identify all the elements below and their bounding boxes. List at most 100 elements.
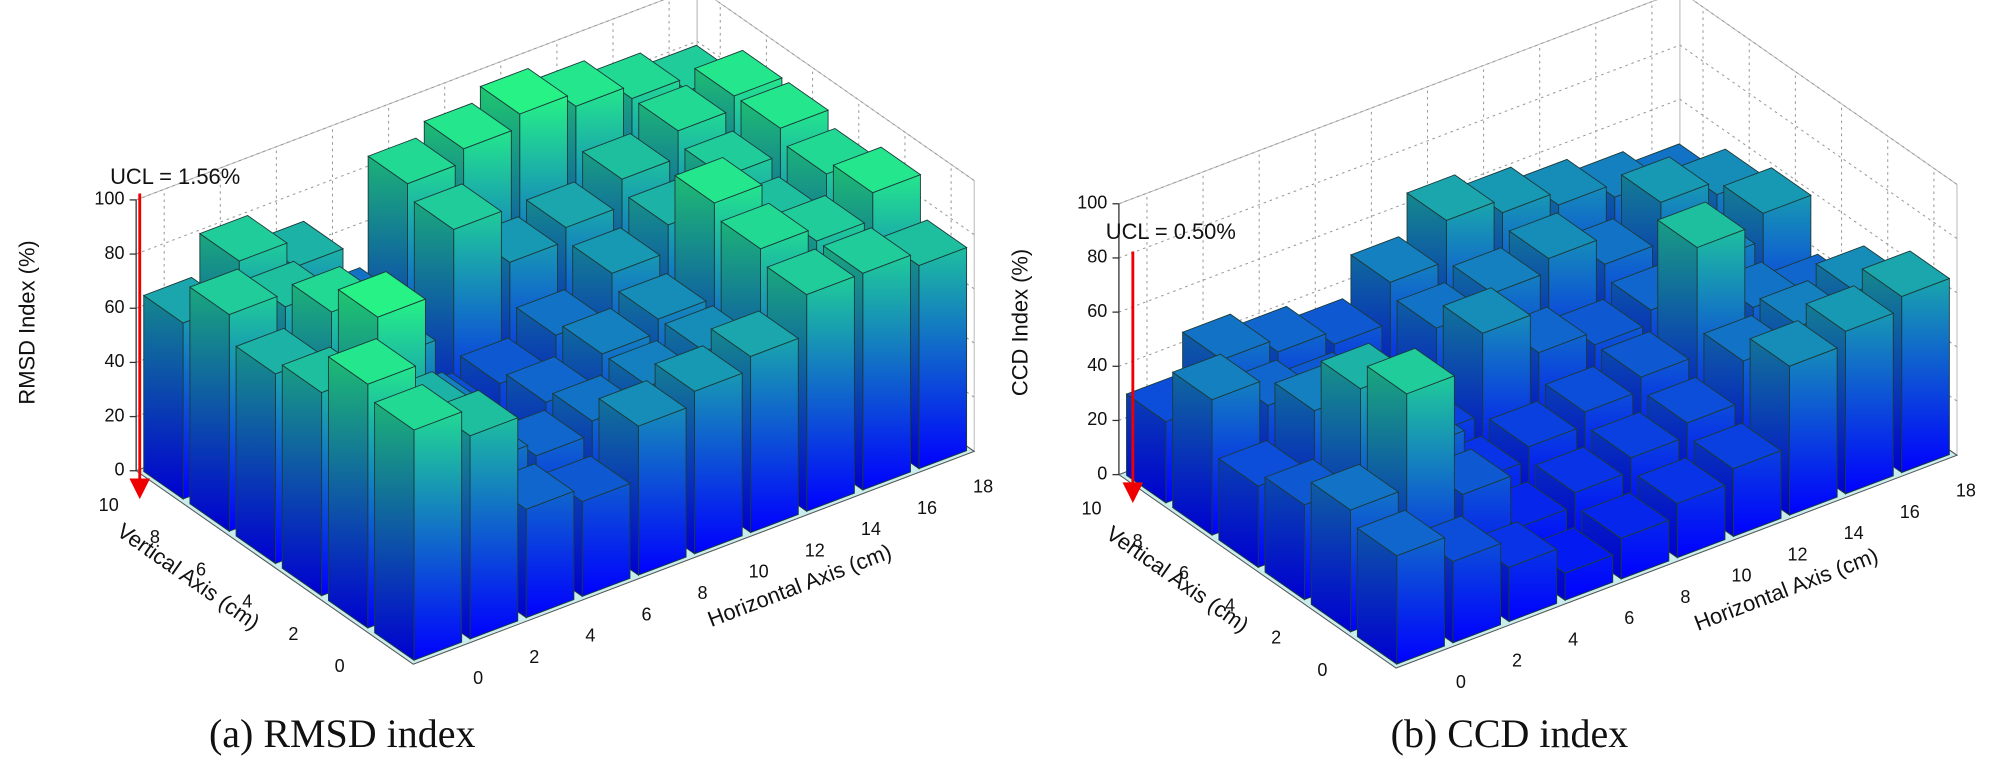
bar-top — [1656, 201, 1746, 249]
z-tick-label: 60 — [104, 297, 124, 317]
x-tick-label: 2 — [1512, 651, 1522, 671]
bar — [1356, 509, 1446, 665]
x-tick-label: 2 — [529, 647, 539, 667]
caption: (a) RMSD index — [209, 711, 475, 756]
annotation: UCL = 1.56% — [110, 164, 240, 189]
x-tick-label: 4 — [585, 626, 595, 646]
bar-top — [1181, 313, 1271, 361]
bar-top — [822, 227, 912, 274]
bar-top — [327, 338, 417, 385]
x-tick-label: 14 — [861, 519, 881, 539]
bar-face — [1845, 312, 1894, 495]
bar-top — [1442, 287, 1532, 334]
bar — [1580, 492, 1670, 580]
y-tick-label: 8 — [150, 527, 160, 547]
y-tick-label: 4 — [242, 592, 252, 612]
bar-top — [617, 273, 707, 320]
annotation: UCL = 0.50% — [1106, 219, 1236, 244]
bar-top — [710, 310, 800, 357]
bar-top — [423, 102, 513, 150]
grid-line — [135, 0, 975, 201]
grid-line — [1118, 44, 1958, 259]
bar-face — [1901, 277, 1950, 474]
bar-face — [918, 246, 968, 470]
bar-top — [571, 227, 661, 274]
x-tick-label: 12 — [1788, 544, 1808, 564]
bar-face — [469, 417, 519, 640]
x-tick-label: 4 — [1568, 629, 1578, 649]
bar-face — [143, 294, 184, 500]
bar-top — [337, 271, 427, 318]
z-tick-label: 80 — [104, 243, 124, 263]
chart: 0 20 40 60 80 100 0 2 4 6 8 10 12 14 16 18 0 2 4 6 8 10 RMSD I… — [15, 0, 993, 756]
z-tick-label: 100 — [1077, 193, 1107, 213]
bar-top — [1544, 365, 1634, 413]
x-tick-label: 8 — [1680, 587, 1690, 607]
z-tick-label: 0 — [1097, 463, 1107, 483]
y-tick-label: 6 — [196, 559, 206, 579]
bar-face — [806, 275, 855, 512]
z-tick-label: 20 — [1087, 409, 1107, 429]
z-tick-label: 40 — [104, 351, 124, 371]
bar-face — [189, 286, 230, 533]
z-axis-label: RMSD Index (%) — [15, 240, 40, 404]
z-tick-label: 40 — [1087, 355, 1107, 375]
bar-top — [1171, 353, 1261, 401]
ucl-arrowhead — [1122, 482, 1144, 503]
bar-top — [1534, 446, 1624, 494]
bar-face — [525, 490, 575, 619]
bar-top — [693, 49, 783, 97]
bar-top — [367, 137, 457, 185]
bar-top — [1805, 285, 1895, 332]
bar-top — [740, 82, 830, 129]
bar-top — [1356, 509, 1446, 557]
grid-line — [1118, 98, 1958, 313]
z-tick-label: 80 — [1087, 247, 1107, 267]
x-axis-label: Horizontal Axis (cm) — [704, 539, 895, 632]
bar-top — [581, 133, 671, 180]
y-tick-label: 4 — [1225, 595, 1235, 615]
bar-top — [1349, 236, 1439, 283]
bar-top — [683, 130, 773, 178]
bar-face — [413, 411, 463, 661]
grid-line — [1118, 0, 1958, 205]
y-tick-label: 10 — [1081, 499, 1101, 519]
bar-top — [1580, 492, 1670, 539]
x-tick-label: 16 — [1900, 502, 1920, 522]
bar-top — [1452, 247, 1542, 294]
bar-face — [327, 355, 369, 629]
x-tick-label: 6 — [1624, 608, 1634, 628]
x-tick-label: 16 — [917, 498, 937, 518]
bar-top — [1600, 331, 1690, 378]
x-tick-label: 12 — [805, 540, 825, 560]
bar-top — [1693, 422, 1783, 470]
z-tick-label: 0 — [114, 460, 124, 480]
bar-face — [862, 254, 911, 491]
bar-top — [525, 181, 615, 229]
bar-top — [373, 383, 463, 431]
z-tick-label: 60 — [1087, 301, 1107, 321]
bar-top — [598, 380, 688, 427]
x-tick-label: 14 — [1844, 523, 1864, 543]
bar-face — [235, 345, 276, 565]
y-tick-label: 6 — [1179, 563, 1189, 583]
bar-top — [674, 156, 764, 204]
bar-top — [654, 345, 744, 392]
bar-top — [832, 146, 922, 194]
y-tick-label: 2 — [288, 624, 298, 644]
bar-top — [1508, 212, 1598, 259]
bar-top — [1722, 167, 1812, 214]
y-tick-label: 0 — [335, 656, 345, 676]
x-tick-label: 0 — [1456, 672, 1466, 692]
bar-face — [281, 364, 323, 597]
x-tick-label: 6 — [641, 604, 651, 624]
bar-top — [1590, 411, 1680, 459]
bar-top — [766, 248, 856, 296]
x-tick-label: 10 — [749, 562, 769, 582]
grid-line — [135, 40, 975, 255]
bar-top — [1620, 156, 1710, 203]
y-tick-label: 2 — [1271, 628, 1281, 648]
bar-face — [694, 372, 743, 555]
